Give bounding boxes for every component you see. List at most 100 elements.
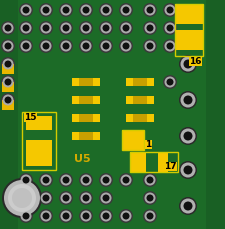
Bar xyxy=(93,78,99,86)
Circle shape xyxy=(166,79,173,85)
Circle shape xyxy=(180,93,195,107)
Circle shape xyxy=(99,39,112,53)
Circle shape xyxy=(20,210,31,221)
Circle shape xyxy=(183,202,192,210)
Circle shape xyxy=(99,173,112,187)
Circle shape xyxy=(40,210,51,221)
Bar xyxy=(126,96,132,104)
Circle shape xyxy=(142,21,156,35)
Circle shape xyxy=(60,5,71,16)
Circle shape xyxy=(62,177,69,183)
Circle shape xyxy=(80,5,91,16)
Circle shape xyxy=(60,174,71,185)
Circle shape xyxy=(183,131,192,141)
Bar xyxy=(72,78,79,86)
Circle shape xyxy=(2,95,14,106)
Circle shape xyxy=(120,41,131,52)
Circle shape xyxy=(144,193,155,204)
Text: 1: 1 xyxy=(144,140,151,149)
Circle shape xyxy=(100,5,111,16)
Circle shape xyxy=(102,194,109,202)
Circle shape xyxy=(62,194,69,202)
Text: 17: 17 xyxy=(164,162,176,171)
Bar xyxy=(205,0,225,229)
Bar xyxy=(2,100,14,110)
Circle shape xyxy=(102,6,109,14)
Circle shape xyxy=(62,6,69,14)
Circle shape xyxy=(183,60,192,68)
Bar xyxy=(79,132,93,140)
Circle shape xyxy=(20,193,31,204)
Bar xyxy=(174,4,202,24)
Circle shape xyxy=(142,191,156,205)
Circle shape xyxy=(100,210,111,221)
Circle shape xyxy=(100,41,111,52)
Circle shape xyxy=(2,76,14,87)
Bar xyxy=(79,78,93,86)
Circle shape xyxy=(22,194,29,202)
Circle shape xyxy=(42,43,49,49)
Bar xyxy=(132,96,146,104)
Bar xyxy=(129,152,145,172)
Circle shape xyxy=(62,213,69,220)
Circle shape xyxy=(119,209,132,223)
Circle shape xyxy=(20,22,31,33)
Circle shape xyxy=(146,25,153,32)
Circle shape xyxy=(178,127,196,145)
Bar xyxy=(126,78,132,86)
Bar xyxy=(129,152,177,172)
Circle shape xyxy=(162,39,176,53)
Circle shape xyxy=(42,177,49,183)
Circle shape xyxy=(119,3,132,17)
Circle shape xyxy=(119,173,132,187)
Circle shape xyxy=(2,58,14,69)
Circle shape xyxy=(19,191,33,205)
Circle shape xyxy=(122,25,129,32)
Circle shape xyxy=(59,39,73,53)
Bar xyxy=(132,78,146,86)
Circle shape xyxy=(80,210,91,221)
Circle shape xyxy=(1,75,15,89)
Bar xyxy=(2,64,14,74)
Circle shape xyxy=(144,41,155,52)
Bar xyxy=(174,30,202,50)
Circle shape xyxy=(82,177,89,183)
Circle shape xyxy=(119,39,132,53)
Circle shape xyxy=(146,177,153,183)
Circle shape xyxy=(39,39,53,53)
Circle shape xyxy=(59,191,73,205)
Circle shape xyxy=(142,209,156,223)
Circle shape xyxy=(122,213,129,220)
Bar xyxy=(26,140,52,166)
Circle shape xyxy=(1,39,15,53)
Circle shape xyxy=(99,209,112,223)
Circle shape xyxy=(4,25,11,32)
Circle shape xyxy=(144,22,155,33)
Circle shape xyxy=(82,25,89,32)
Bar xyxy=(79,114,93,122)
Circle shape xyxy=(4,96,11,104)
Circle shape xyxy=(60,193,71,204)
Bar xyxy=(146,114,153,122)
Circle shape xyxy=(2,178,42,218)
Circle shape xyxy=(40,22,51,33)
Bar xyxy=(146,96,153,104)
Circle shape xyxy=(100,193,111,204)
Circle shape xyxy=(22,177,29,183)
Circle shape xyxy=(100,22,111,33)
Circle shape xyxy=(1,93,15,107)
Circle shape xyxy=(40,5,51,16)
Circle shape xyxy=(180,163,195,177)
Circle shape xyxy=(39,191,53,205)
Circle shape xyxy=(120,22,131,33)
Circle shape xyxy=(102,213,109,220)
Text: U5: U5 xyxy=(74,154,90,164)
Circle shape xyxy=(164,76,175,87)
Bar xyxy=(22,112,56,170)
Circle shape xyxy=(180,57,195,71)
Bar xyxy=(132,114,146,122)
Circle shape xyxy=(102,25,109,32)
Circle shape xyxy=(166,6,173,14)
Circle shape xyxy=(82,213,89,220)
Circle shape xyxy=(2,41,14,52)
